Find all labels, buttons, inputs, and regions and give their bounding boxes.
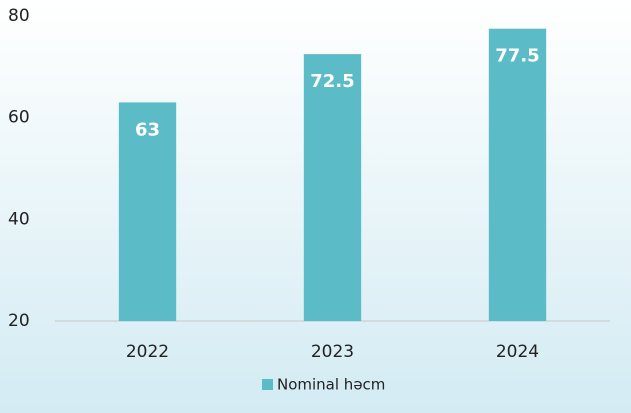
y-tick-label: 80 [8,6,30,26]
y-tick-label: 60 [8,108,30,128]
x-tick-label: 2022 [126,342,169,362]
legend-label: Nominal həcm [277,376,385,394]
x-tick-label: 2024 [496,342,539,362]
x-tick-label: 2023 [311,342,354,362]
legend-swatch [262,379,273,390]
bar [488,28,547,321]
y-tick-label: 20 [8,311,30,331]
y-tick-label: 40 [8,209,30,229]
data-label: 77.5 [495,46,539,67]
data-label: 72.5 [310,71,354,92]
bar [118,102,177,322]
data-label: 63 [135,119,160,140]
bar [303,54,362,321]
